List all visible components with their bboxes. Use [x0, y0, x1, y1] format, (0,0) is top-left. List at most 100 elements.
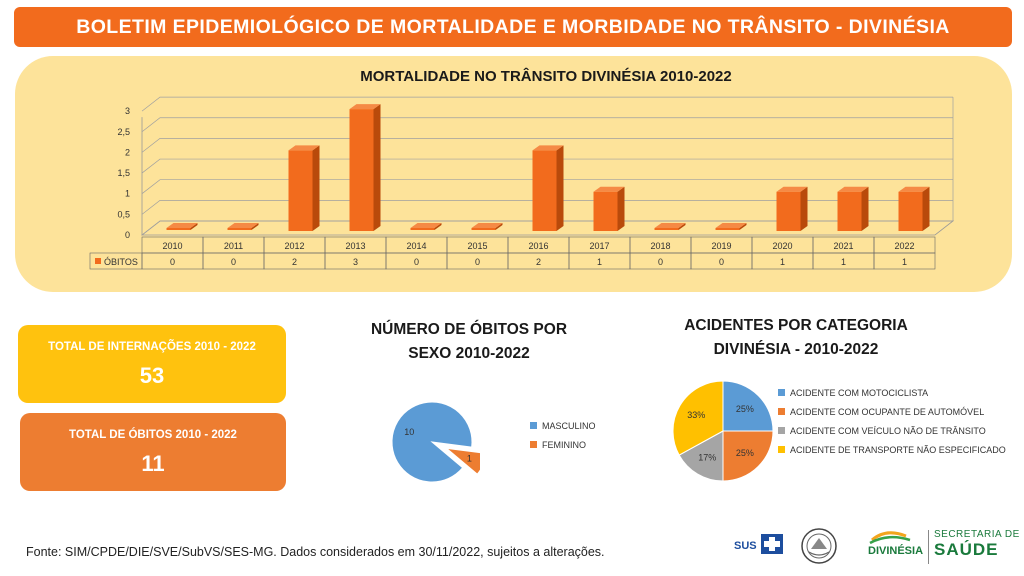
bar-top [837, 186, 869, 192]
y-tick-label: 0,5 [117, 209, 130, 219]
x-tick-label: 2014 [406, 241, 426, 251]
y-tick-label: 1,5 [117, 168, 130, 178]
bar-side [373, 104, 381, 231]
gridline [141, 200, 953, 215]
bar-side [922, 186, 930, 231]
bar-side [312, 145, 320, 231]
bar-top [532, 145, 564, 151]
sex-pie-chart: 10 1 [391, 401, 480, 483]
legend-label: ACIDENTE COM VEÍCULO NÃO DE TRÂNSITO [790, 425, 986, 436]
data-label: 3 [353, 257, 358, 267]
bar-front [898, 191, 923, 231]
gridline [141, 96, 953, 112]
data-label: 1 [780, 257, 785, 267]
x-tick-label: 2012 [284, 241, 304, 251]
x-tick-label: 2017 [589, 241, 609, 251]
kpi-deaths-label: TOTAL DE ÓBITOS 2010 - 2022 [69, 429, 237, 441]
pie-value-label: 25% [736, 404, 754, 414]
data-label: 0 [170, 257, 175, 267]
pie-value-label: 1 [467, 453, 472, 463]
legend-swatch [530, 422, 537, 429]
legend-item: ACIDENTE DE TRANSPORTE NÃO ESPECIFICADO [778, 440, 1006, 459]
category-pie-legend: ACIDENTE COM MOTOCICLISTA ACIDENTE COM O… [778, 383, 1006, 459]
bar-side [434, 223, 442, 230]
bar-top [898, 186, 930, 192]
gridline [141, 220, 953, 236]
pie-value-label: 33% [687, 410, 705, 420]
legend-swatch [778, 408, 785, 415]
bar-front [837, 191, 862, 231]
bar [532, 145, 564, 231]
legend-swatch [530, 441, 537, 448]
pie-slice [391, 401, 473, 483]
data-label: 1 [597, 257, 602, 267]
sus-logo-text: SUS [734, 540, 757, 552]
legend-item: FEMININO [530, 435, 596, 454]
table-series-swatch [95, 258, 101, 264]
sus-logo: SUS [734, 534, 783, 554]
gridline [141, 138, 953, 153]
kpi-hospitalizations-value: 53 [139, 363, 165, 388]
legend-item: MASCULINO [530, 416, 596, 435]
kpi-deaths: TOTAL DE ÓBITOS 2010 - 2022 11 [20, 413, 286, 491]
bar-side [495, 223, 503, 230]
pie-value-label: 17% [698, 453, 716, 463]
bar-top [227, 223, 259, 228]
pie-value-label: 25% [736, 448, 754, 458]
bar-side [800, 186, 808, 231]
gridline [141, 117, 953, 133]
legend-swatch [778, 427, 785, 434]
y-tick-label: 2 [125, 147, 130, 157]
data-source-note: Fonte: SIM/CPDE/DIE/SVE/SubVS/SES-MG. Da… [26, 545, 605, 559]
bar-side [678, 223, 686, 230]
secretariat-line-1: SECRETARIA DE [934, 529, 1020, 540]
divinesia-city-logo: DIVINÉSIA [868, 531, 923, 557]
pie-slice [445, 447, 480, 475]
mortality-chart-title: MORTALIDADE NO TRÂNSITO DIVINÉSIA 2010-2… [360, 68, 732, 85]
bar-front [410, 228, 435, 230]
legend-label: MASCULINO [542, 420, 596, 431]
data-label: 2 [292, 257, 297, 267]
x-tick-label: 2011 [224, 241, 243, 251]
bar-top [288, 145, 320, 151]
pie-slice [722, 380, 774, 432]
bar [837, 186, 869, 231]
bar-top [654, 223, 686, 228]
kpi-hospitalizations: TOTAL DE INTERNAÇÕES 2010 - 2022 53 [18, 325, 286, 403]
pie-value-label: 10 [404, 427, 414, 437]
mortality-bar-chart: 00,511,522,53ÓBITOS201002011020122201332… [89, 96, 955, 270]
bar-top [776, 186, 808, 192]
legend-label: ACIDENTE COM OCUPANTE DE AUTOMÓVEL [790, 406, 985, 417]
legend-label: ACIDENTE DE TRANSPORTE NÃO ESPECIFICADO [790, 444, 1006, 455]
legend-item: ACIDENTE COM OCUPANTE DE AUTOMÓVEL [778, 402, 1006, 421]
x-tick-label: 2022 [894, 241, 914, 251]
bar [654, 223, 686, 230]
bar-top [166, 223, 198, 228]
bar [898, 186, 930, 231]
category-pie-chart: 25% 25% 17% 33% [672, 380, 774, 482]
y-tick-label: 3 [125, 106, 130, 116]
bar-front [776, 191, 801, 231]
bulletin-title-banner: BOLETIM EPIDEMIOLÓGICO DE MORTALIDADE E … [14, 7, 1012, 47]
bar-top [471, 223, 503, 228]
bar-front [532, 150, 557, 231]
x-tick-label: 2016 [528, 241, 548, 251]
table-series-name: ÓBITOS [104, 257, 138, 267]
bar-top [410, 223, 442, 228]
legend-label: FEMININO [542, 439, 586, 450]
bar [776, 186, 808, 231]
bar [288, 145, 320, 231]
bar [715, 223, 747, 230]
secretariat-line-2: SAÚDE [934, 540, 999, 559]
kpi-deaths-value: 11 [141, 451, 165, 476]
legend-swatch [778, 446, 785, 453]
city-logo-text: DIVINÉSIA [868, 544, 923, 557]
table-value-cell [873, 252, 936, 270]
bar [227, 223, 259, 230]
bar-front [349, 109, 374, 231]
kpi-hospitalizations-label: TOTAL DE INTERNAÇÕES 2010 - 2022 [48, 341, 256, 353]
health-secretariat-logo: SECRETARIA DE SAÚDE [934, 529, 1020, 560]
data-label: 1 [841, 257, 846, 267]
logo-divider [928, 530, 929, 564]
gridline [141, 179, 953, 194]
